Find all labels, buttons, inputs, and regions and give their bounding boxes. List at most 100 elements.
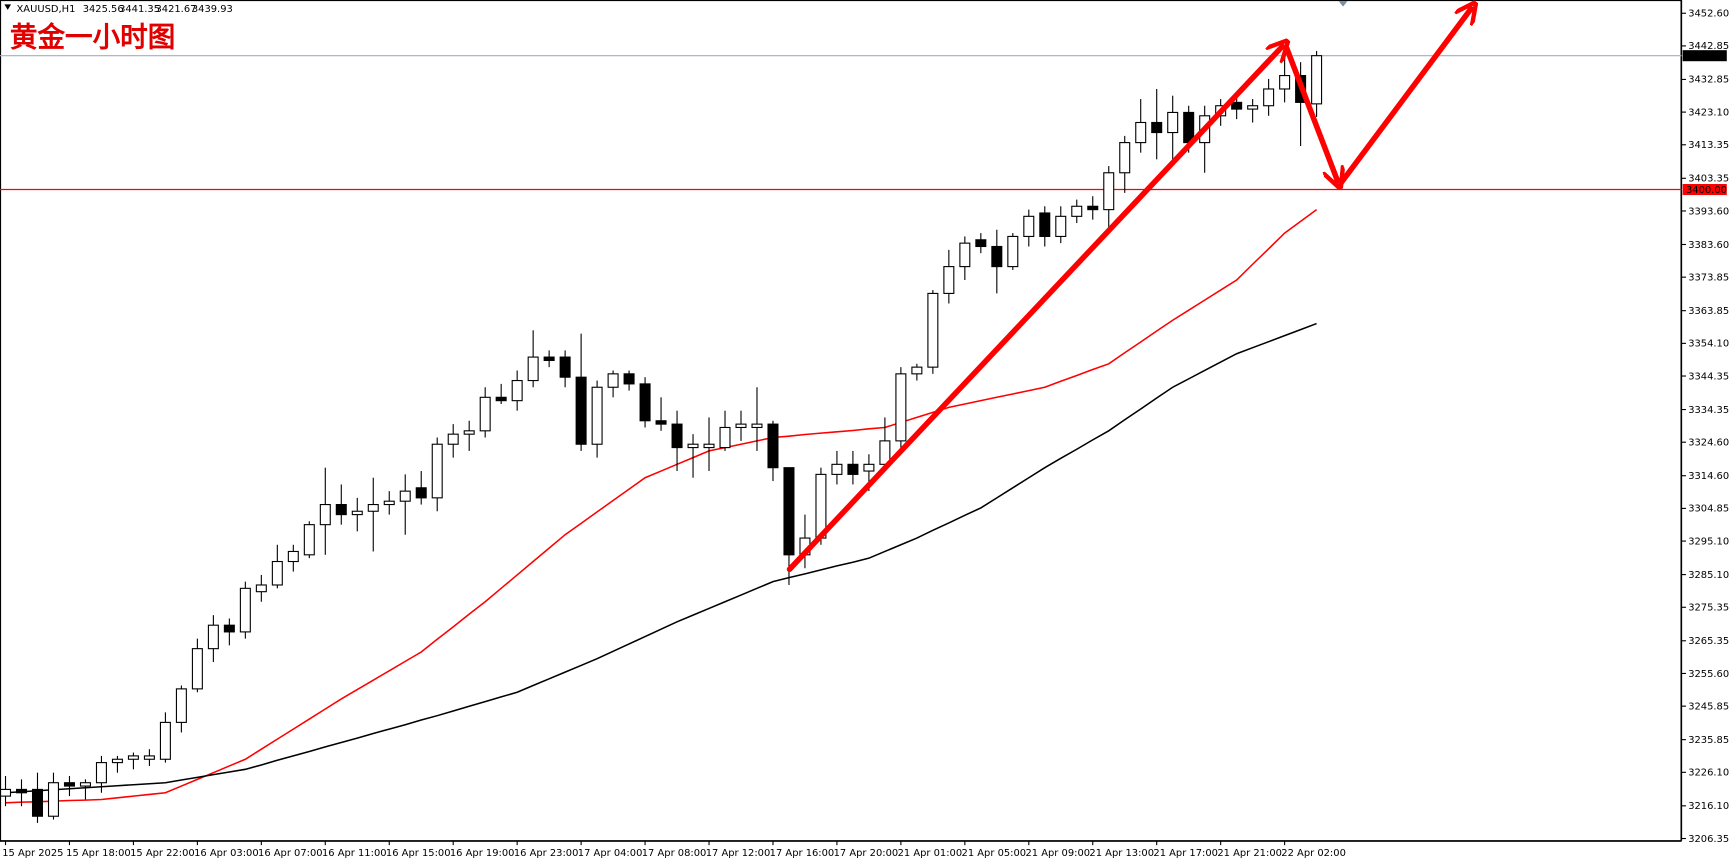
candle-body xyxy=(367,503,379,512)
x-tick-label: 16 Apr 15:00 xyxy=(386,848,451,859)
y-tick-label: 3314.60 xyxy=(1688,471,1729,482)
candle-body xyxy=(351,510,363,516)
candle-body xyxy=(847,463,859,475)
candle-body xyxy=(143,755,155,760)
y-tick-label: 3304.85 xyxy=(1688,504,1729,515)
annotation: 黄金一小时图 xyxy=(10,21,175,52)
x-tick-label: 15 Apr 2025 xyxy=(2,848,63,859)
candle-body xyxy=(47,782,59,817)
candle-body xyxy=(255,584,267,593)
candle-body xyxy=(863,463,875,472)
candle-body xyxy=(111,758,123,764)
candle-body xyxy=(15,788,28,794)
y-tick-label: 3344.35 xyxy=(1688,371,1729,382)
y-tick-label: 3413.35 xyxy=(1688,140,1729,151)
y-tick-label: 3295.10 xyxy=(1688,536,1729,547)
candle-body xyxy=(1183,111,1195,144)
candle-body xyxy=(783,467,795,556)
arrow-up-2 xyxy=(1338,9,1471,186)
y-tick-label: 3245.85 xyxy=(1688,701,1729,712)
header-close: 3439.93 xyxy=(192,4,233,15)
x-tick-label: 21 Apr 21:00 xyxy=(1217,848,1282,859)
candle-body xyxy=(1023,215,1035,237)
candle-body xyxy=(175,688,187,723)
menu-triangle xyxy=(4,4,12,10)
candle-body xyxy=(719,426,731,449)
header-low: 3421.67 xyxy=(155,4,196,15)
y-tick-label: 3393.60 xyxy=(1688,206,1729,217)
candle-body xyxy=(223,624,235,633)
candle-body xyxy=(1039,212,1051,237)
candle-body xyxy=(1151,121,1163,134)
candle-body xyxy=(607,373,619,388)
candle-body xyxy=(127,755,139,760)
candle-body xyxy=(1055,215,1067,237)
candle-body xyxy=(31,788,44,817)
y-tick-label: 3255.60 xyxy=(1688,669,1729,680)
header-open: 3425.56 xyxy=(83,4,124,15)
y-tick-label: 3235.85 xyxy=(1688,735,1729,746)
level-box xyxy=(1682,184,1727,196)
x-tick-label: 21 Apr 09:00 xyxy=(1025,848,1090,859)
x-tick-label: 17 Apr 16:00 xyxy=(770,848,835,859)
moving-average xyxy=(5,209,1318,804)
x-tick-label: 16 Apr 19:00 xyxy=(450,848,515,859)
candle-body xyxy=(575,376,587,445)
candle-body xyxy=(207,624,219,650)
y-tick-label: 3432.85 xyxy=(1688,75,1729,86)
candle-body xyxy=(591,386,603,445)
price-box xyxy=(1682,50,1727,62)
candle-body xyxy=(1279,75,1291,90)
candle-body xyxy=(1071,205,1083,217)
candle-body xyxy=(1231,101,1243,110)
x-tick-label: 16 Apr 07:00 xyxy=(258,848,323,859)
y-tick-label: 3363.85 xyxy=(1688,306,1729,317)
moving-average xyxy=(5,322,1317,794)
y-tick-label: 3206.35 xyxy=(1688,834,1729,845)
x-tick-label: 15 Apr 18:00 xyxy=(66,848,131,859)
arrow-down xyxy=(1284,45,1338,181)
candle-body xyxy=(495,396,507,402)
candle-body xyxy=(1311,55,1323,105)
y-tick-label: 3285.10 xyxy=(1688,570,1729,581)
candle-body xyxy=(543,356,555,361)
candle-body xyxy=(655,420,667,425)
candle-body xyxy=(687,443,699,449)
x-tick-label: 16 Apr 03:00 xyxy=(194,848,259,859)
candle-body xyxy=(1135,121,1147,144)
y-tick-label: 3275.35 xyxy=(1688,603,1729,614)
y-tick-label: 3265.35 xyxy=(1688,636,1729,647)
candle-body xyxy=(335,503,347,516)
y-tick-label: 3423.10 xyxy=(1688,107,1729,118)
level-label: 3400.00 xyxy=(1686,185,1727,196)
arrow-up xyxy=(786,46,1283,573)
candle-body xyxy=(911,366,923,375)
candle-body xyxy=(79,782,91,787)
candle-body xyxy=(1247,105,1259,110)
candle-body xyxy=(447,433,459,445)
candle-body xyxy=(431,443,443,499)
candle-body xyxy=(287,550,299,563)
y-tick-label: 3442.85 xyxy=(1688,41,1729,52)
candle-body xyxy=(895,373,907,442)
candle-body xyxy=(1087,205,1099,211)
y-tick-label: 3226.10 xyxy=(1688,768,1729,779)
candle-body xyxy=(271,560,283,586)
y-tick-label: 3354.10 xyxy=(1688,339,1729,350)
x-tick-label: 21 Apr 05:00 xyxy=(962,848,1027,859)
candle-body xyxy=(1263,88,1275,107)
candle-body xyxy=(767,423,779,469)
x-tick-label: 17 Apr 04:00 xyxy=(578,848,643,859)
x-tick-label: 21 Apr 13:00 xyxy=(1089,848,1154,859)
candle-body xyxy=(191,648,203,690)
y-tick-label: 3216.10 xyxy=(1688,801,1729,812)
candle-body xyxy=(975,239,987,248)
x-tick-label: 16 Apr 23:00 xyxy=(514,848,579,859)
candle-body xyxy=(735,423,747,429)
x-tick-label: 17 Apr 08:00 xyxy=(642,848,707,859)
candle-body xyxy=(63,782,75,787)
x-tick-label: 22 Apr 02:00 xyxy=(1281,848,1346,859)
candle-body xyxy=(1167,111,1179,134)
